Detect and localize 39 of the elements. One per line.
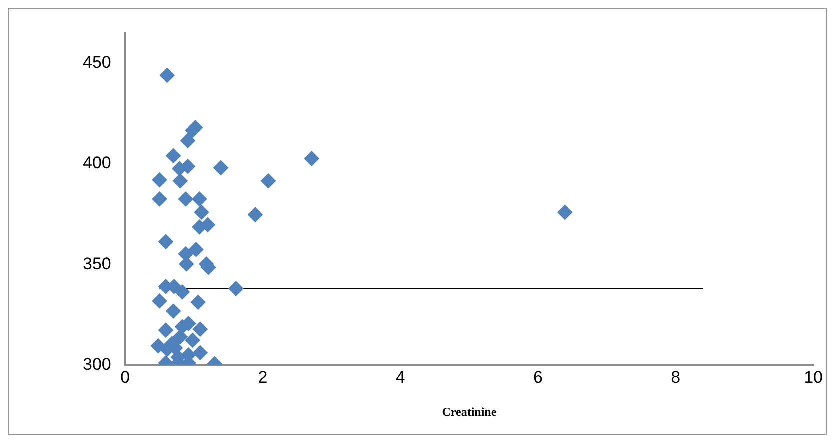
point [558,204,573,220]
point [192,192,208,207]
x-tick-label: 6 [534,368,544,388]
y-tick-label: 300 [82,354,112,374]
point [185,123,200,138]
y-tick-label: 350 [82,254,112,274]
point [166,148,182,164]
point [160,68,175,83]
point [152,172,168,188]
point [178,192,194,207]
point [172,330,188,345]
x-tick-label: 4 [396,368,406,388]
point [185,332,200,348]
point [179,256,194,272]
y-tick-label: 450 [82,53,112,72]
x-tick-label: 8 [671,368,681,388]
point [214,160,229,176]
x-tick-label: 0 [120,368,130,388]
point [248,207,263,222]
point [174,284,190,300]
point [228,281,244,296]
point [152,294,168,309]
point [166,304,182,319]
x-axis-title: Creatinine [442,404,498,419]
point [190,294,206,310]
point [192,322,208,337]
point [172,174,188,189]
y-tick-label: 400 [82,154,112,173]
point [158,234,174,250]
point [194,204,210,220]
x-tick-label: 10 [804,368,824,388]
point [180,133,196,148]
x-tick-label: 2 [258,368,268,388]
point [304,151,320,166]
point [192,345,208,360]
point [261,174,276,189]
point [188,242,204,258]
point [158,322,174,338]
point [152,192,168,207]
